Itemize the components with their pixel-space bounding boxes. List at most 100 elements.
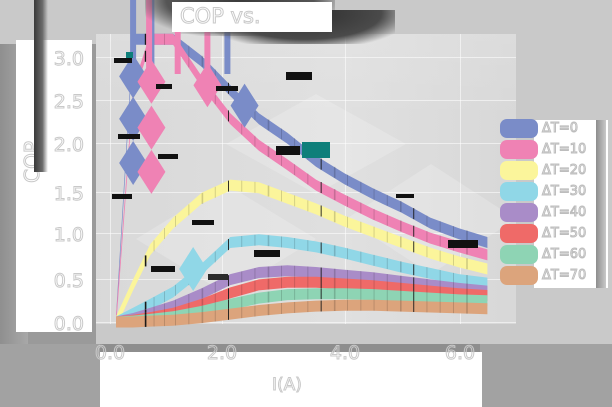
artifact-streak xyxy=(267,235,270,247)
series-band-4 xyxy=(116,265,488,328)
artifact-streak xyxy=(307,200,309,212)
artifact-streak xyxy=(426,231,428,243)
artifact-streak xyxy=(254,234,256,246)
artifact-streak xyxy=(281,154,282,166)
artifact-streak xyxy=(281,277,282,289)
artifact-streak xyxy=(413,225,415,237)
artifact-speckle xyxy=(151,266,175,272)
gridline-x-6.0 xyxy=(460,34,461,324)
legend-item-0[interactable]: ΔT=0 xyxy=(500,118,608,139)
legend-swatch-icon xyxy=(500,161,538,180)
artifact-streak xyxy=(347,278,348,290)
artifact-streak xyxy=(413,208,415,220)
artifact-streak xyxy=(144,255,147,267)
artifact-streak xyxy=(453,272,454,284)
artifact-streak xyxy=(426,215,428,227)
artifact-speckle xyxy=(448,240,478,248)
artifact-streak xyxy=(466,275,468,286)
x-tick-label-6.0: 6.0 xyxy=(444,342,476,365)
artifact-streak xyxy=(373,299,375,311)
artifact-streak xyxy=(188,45,190,57)
artifact-streak xyxy=(347,288,348,300)
legend-item-1[interactable]: ΔT=10 xyxy=(500,139,608,160)
artifact-streak xyxy=(466,258,468,270)
artifact-bowtie xyxy=(179,247,208,291)
legend-swatch-icon xyxy=(500,245,538,264)
artifact-streak xyxy=(294,164,296,176)
artifact-streak xyxy=(373,272,375,284)
artifact-streak xyxy=(386,194,388,206)
artifact-streak xyxy=(254,109,256,120)
artifact-streak xyxy=(254,293,256,305)
artifact-speckle xyxy=(126,52,133,58)
artifact-streak xyxy=(153,240,155,252)
artifact-streak xyxy=(188,204,190,216)
artifact-streak xyxy=(267,291,270,303)
artifact-streak xyxy=(144,50,147,62)
x-axis-title: I(A) xyxy=(272,375,303,396)
artifact-streak xyxy=(360,251,362,263)
artifact-streak xyxy=(426,292,428,304)
legend-item-6[interactable]: ΔT=60 xyxy=(500,244,608,265)
artifact-streak xyxy=(360,288,362,300)
artifact-streak xyxy=(228,288,229,300)
gridline-y-3.0 xyxy=(96,57,516,58)
artifact-speckle xyxy=(156,84,172,89)
artifact-streak xyxy=(386,258,388,269)
artifact-streak xyxy=(400,282,402,294)
y-tick-label-1.5: 1.5 xyxy=(53,183,84,206)
artifact-streak xyxy=(144,315,147,327)
artifact-streak xyxy=(201,288,204,300)
artifact-streak xyxy=(426,301,428,313)
artifact-streak xyxy=(373,208,375,220)
artifact-streak xyxy=(307,288,309,300)
artifact-streak xyxy=(360,202,362,214)
artifact-streak xyxy=(373,226,375,238)
artifact-offscale-stem xyxy=(204,0,211,74)
artifact-streak xyxy=(320,300,322,312)
artifact-streak xyxy=(294,138,296,150)
artifact-streak xyxy=(333,277,336,289)
artifact-streak xyxy=(386,300,388,312)
legend-item-2[interactable]: ΔT=20 xyxy=(500,160,608,181)
artifact-streak xyxy=(400,220,402,232)
artifact-streak xyxy=(241,296,243,308)
legend-item-5[interactable]: ΔT=50 xyxy=(500,223,608,244)
artifact-streak xyxy=(164,33,165,45)
y-axis-plate xyxy=(16,40,92,332)
series-layer xyxy=(116,0,488,328)
artifact-streak xyxy=(241,271,243,283)
artifact-streak xyxy=(254,181,256,193)
artifact-streak xyxy=(241,284,243,296)
legend-item-3[interactable]: ΔT=30 xyxy=(500,181,608,202)
artifact-streak xyxy=(400,261,402,273)
artifact-streak xyxy=(426,246,428,258)
artifact-streak xyxy=(439,235,441,247)
artifact-streak xyxy=(320,205,322,217)
legend-label: ΔT=40 xyxy=(541,205,587,221)
legend-item-7[interactable]: ΔT=70 xyxy=(500,265,608,286)
artifact-bowtie xyxy=(230,83,259,128)
artifact-streak xyxy=(360,279,362,291)
artifact-streak xyxy=(413,264,415,276)
legend-item-4[interactable]: ΔT=40 xyxy=(500,202,608,223)
artifact-legend-edge xyxy=(596,120,606,288)
artifact-streak xyxy=(294,238,296,249)
artifact-streak xyxy=(466,294,468,306)
artifact-streak xyxy=(400,300,402,312)
artifact-speckle xyxy=(286,72,312,80)
legend-plate xyxy=(534,120,608,288)
artifact-streak xyxy=(307,266,309,278)
artifact-streak xyxy=(439,250,441,262)
artifact-speckle xyxy=(192,220,214,225)
legend-label: ΔT=10 xyxy=(541,142,587,158)
artifact-streak xyxy=(214,93,216,105)
artifact-streak xyxy=(413,291,415,303)
artifact-speckle xyxy=(118,134,140,139)
artifact-streak xyxy=(164,315,165,327)
artifact-streak xyxy=(228,299,229,311)
artifact-bowtie xyxy=(137,105,166,150)
artifact-streak xyxy=(294,276,296,288)
legend-swatch-icon xyxy=(500,182,538,201)
artifact-streak xyxy=(466,288,468,300)
